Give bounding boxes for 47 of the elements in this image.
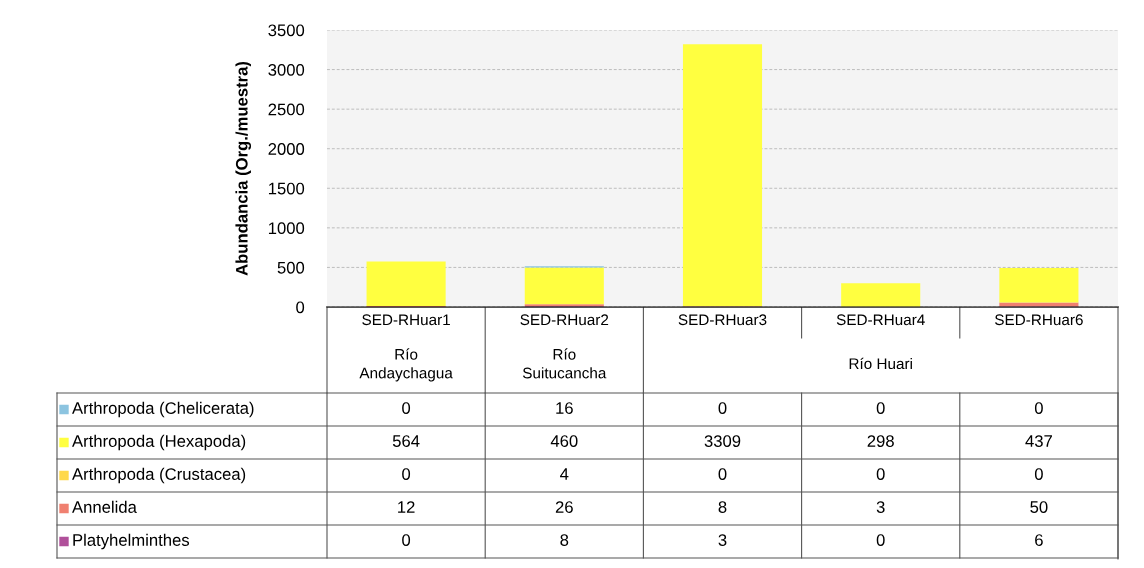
y-tick-label: 2000 (268, 143, 305, 155)
data-label: 16 (556, 402, 573, 414)
data-label: 0 (718, 402, 727, 414)
data-label: 3 (718, 534, 727, 546)
data-label: 8 (718, 501, 727, 513)
x-tick-label: SED-RHuar6 (995, 314, 1083, 326)
legend-label: Annelida (72, 500, 137, 513)
x-tick-label: SED-RHuar1 (362, 314, 450, 326)
data-label: 3 (876, 501, 885, 513)
data-label: 0 (876, 534, 885, 546)
data-label: 298 (867, 435, 894, 447)
x-tick-label: SED-RHuar4 (836, 314, 925, 326)
data-label: 3309 (704, 435, 741, 447)
y-tick-label: 1000 (268, 222, 305, 235)
data-label: 564 (392, 435, 420, 447)
y-tick-label: 1500 (268, 182, 305, 195)
text: Río Suitucancha (522, 348, 607, 379)
data-label: 6 (1035, 534, 1043, 546)
data-label: 12 (398, 501, 415, 513)
data-label: 0 (1034, 468, 1043, 480)
legend-label: Arthropoda (Crustacea) (72, 467, 246, 484)
data-label: 50 (1030, 501, 1048, 513)
data-label: 8 (560, 534, 569, 546)
data-label: 0 (402, 468, 411, 480)
text: Río Huari (849, 357, 912, 370)
data-label: 0 (1034, 402, 1043, 414)
y-axis-title: Abundancia (Org./muestra) (235, 61, 252, 276)
x-tick-label: SED-RHuar3 (678, 314, 767, 326)
text: Río Andaychagua (359, 348, 453, 382)
y-tick-label: 2500 (268, 103, 305, 116)
data-label: 4 (560, 468, 569, 480)
data-label: 460 (550, 435, 578, 447)
data-label: 0 (876, 468, 885, 480)
data-label: 437 (1025, 435, 1052, 447)
data-label: 0 (876, 402, 885, 414)
legend-label: Platyhelminthes (73, 533, 190, 550)
y-tick-label: 500 (277, 261, 305, 274)
y-tick-label: 3000 (268, 63, 305, 76)
data-label: 0 (402, 534, 411, 546)
legend-label: Arthropoda (Hexapoda) (72, 434, 246, 451)
y-tick-label: 3500 (268, 24, 305, 37)
data-label: 0 (402, 402, 411, 414)
x-tick-label: SED-RHuar2 (520, 314, 609, 326)
y-tick-label: 0 (296, 301, 305, 314)
legend-label: Arthropoda (Chelicerata) (72, 401, 254, 418)
data-label: 26 (555, 501, 573, 513)
data-label: 0 (718, 468, 727, 480)
